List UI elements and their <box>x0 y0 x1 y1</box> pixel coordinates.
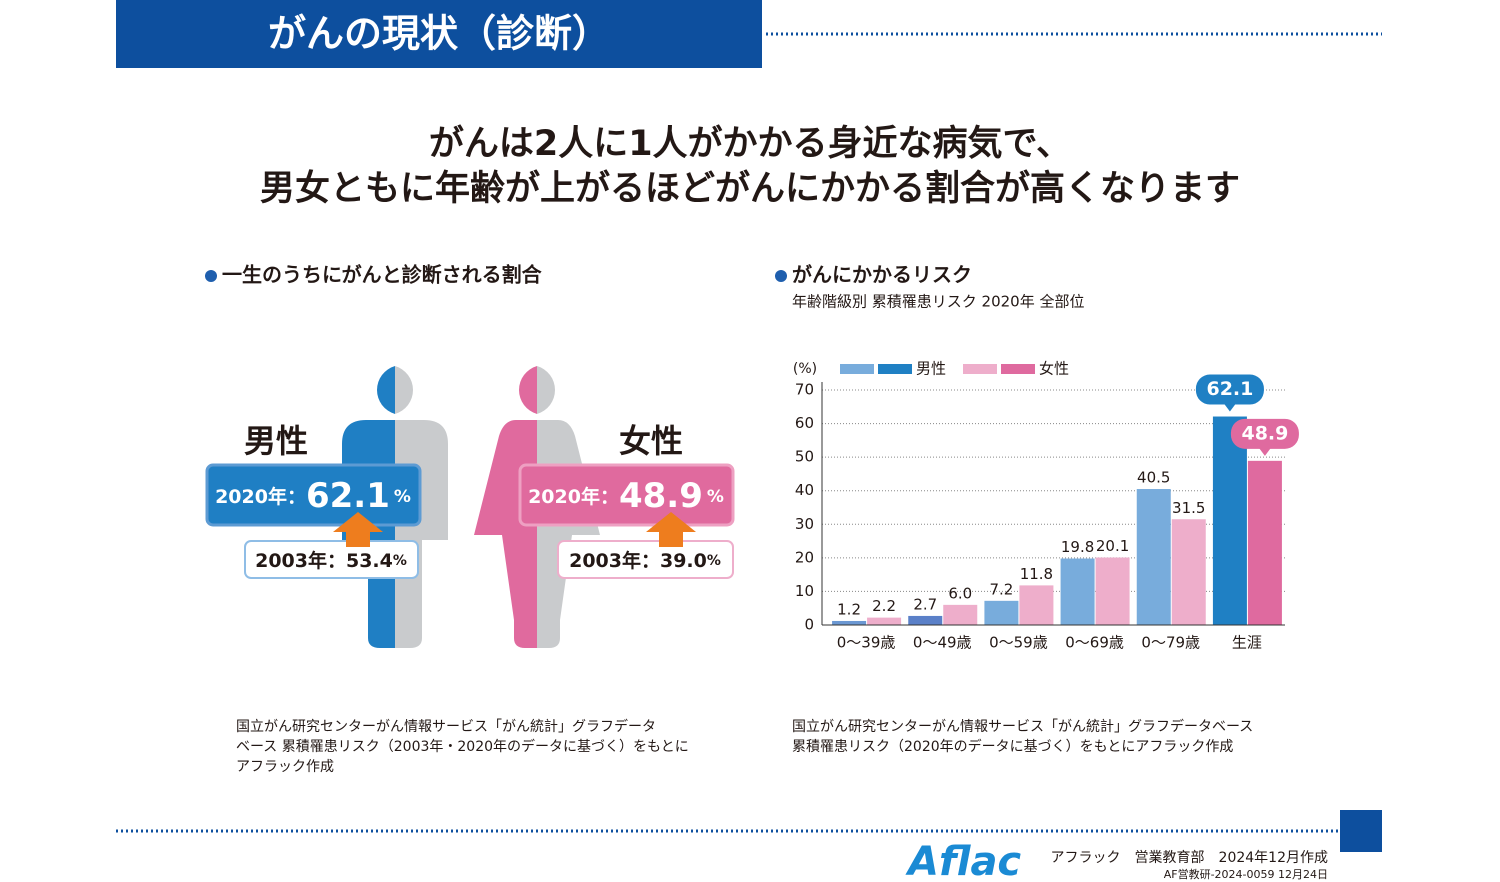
legend-swatch <box>963 364 997 374</box>
logo: Aflac <box>905 839 1021 882</box>
male-previous-box <box>244 540 419 579</box>
y-tick-label: 10 <box>795 582 814 600</box>
bar <box>943 604 978 625</box>
source-note: アフラック作成 <box>236 759 334 775</box>
bar <box>908 615 943 625</box>
x-tick-label: 0〜39歳 <box>837 634 896 652</box>
female-current: 2020年：48.9% <box>528 476 724 516</box>
y-tick-label: 50 <box>795 448 814 466</box>
bar <box>1019 585 1054 625</box>
male-label: 男性 <box>244 422 308 460</box>
source-note: 国立がん研究センターがん情報サービス「がん統計」グラフデータ <box>236 718 656 735</box>
value-label: 7.2 <box>989 580 1013 598</box>
bar <box>1212 416 1247 625</box>
female-previous: 2003年：39.0% <box>569 549 721 572</box>
y-tick-label: 70 <box>795 381 814 399</box>
headline: がんは2人に1人がかかる身近な病気で、 <box>429 124 1071 164</box>
bullet <box>775 270 787 282</box>
value-label: 31.5 <box>1172 499 1205 517</box>
y-tick-label: 40 <box>795 481 814 499</box>
source-note: ベース 累積罹患リスク（2003年・2020年のデータに基づく）をもとに <box>236 738 689 755</box>
footer-code: AF営教研-2024-0059 12月24日 <box>1164 867 1328 881</box>
footer-department: アフラック 営業教育部 2024年12月作成 <box>1051 850 1328 866</box>
section-title: 一生のうちにがんと診断される割合 <box>222 263 543 287</box>
male-current: 2020年：62.1% <box>215 476 411 516</box>
value-label: 48.9 <box>1241 422 1288 444</box>
source-note: 国立がん研究センターがん情報サービス「がん統計」グラフデータベース <box>792 718 1253 735</box>
value-label: 2.2 <box>872 597 896 615</box>
increase-arrow <box>646 512 696 547</box>
increase-arrow <box>333 512 383 547</box>
value-label: 6.0 <box>948 584 972 602</box>
x-tick-label: 0〜79歳 <box>1141 634 1200 652</box>
bar <box>1095 557 1130 625</box>
bar <box>1060 558 1095 625</box>
bar <box>984 600 1019 625</box>
header-band <box>116 0 762 68</box>
footer-block <box>1340 810 1382 852</box>
bar <box>867 617 902 625</box>
female-current-box <box>518 463 735 527</box>
female-label: 女性 <box>619 422 683 460</box>
value-label: 2.7 <box>913 595 937 613</box>
value-label: 40.5 <box>1137 469 1170 487</box>
value-label: 19.8 <box>1061 538 1094 556</box>
legend-swatch <box>840 364 874 374</box>
section-title: がんにかかるリスク <box>792 263 972 287</box>
value-label: 20.1 <box>1096 537 1129 555</box>
x-tick-label: 0〜59歳 <box>989 634 1048 652</box>
male-previous: 2003年：53.4% <box>255 549 407 572</box>
male-current-box <box>205 463 422 527</box>
header-title: がんの現状（診断） <box>268 12 610 56</box>
legend-label: 女性 <box>1039 360 1069 378</box>
headline: 男女ともに年齢が上がるほどがんにかかる割合が高くなります <box>260 168 1240 209</box>
value-bubble-pointer <box>1223 403 1236 412</box>
y-tick-label: 20 <box>795 548 814 566</box>
bar <box>1136 489 1171 625</box>
y-tick-label: 0 <box>804 616 814 634</box>
female-previous-box <box>557 540 734 579</box>
x-tick-label: 0〜49歳 <box>913 634 972 652</box>
y-tick-label: 60 <box>795 414 814 432</box>
bar <box>832 620 867 625</box>
value-bubble <box>1230 418 1299 449</box>
bar <box>1171 519 1206 625</box>
value-bubble <box>1195 374 1264 405</box>
value-bubble-pointer <box>1258 447 1271 456</box>
value-label: 62.1 <box>1206 378 1253 400</box>
x-tick-label: 0〜69歳 <box>1065 634 1124 652</box>
legend-label: 男性 <box>916 360 946 378</box>
chart-subtitle: 年齢階級別 累積罹患リスク 2020年 全部位 <box>792 293 1084 311</box>
legend-swatch <box>1001 364 1035 374</box>
value-label: 1.2 <box>837 600 861 618</box>
source-note: 累積罹患リスク（2020年のデータに基づく）をもとにアフラック作成 <box>792 738 1233 755</box>
y-tick-label: 30 <box>795 515 814 533</box>
bar <box>1247 460 1282 625</box>
y-axis-label: (%) <box>793 361 817 377</box>
legend-swatch <box>878 364 912 374</box>
x-tick-label: 生涯 <box>1232 634 1262 652</box>
bullet <box>205 270 217 282</box>
value-label: 11.8 <box>1020 565 1053 583</box>
